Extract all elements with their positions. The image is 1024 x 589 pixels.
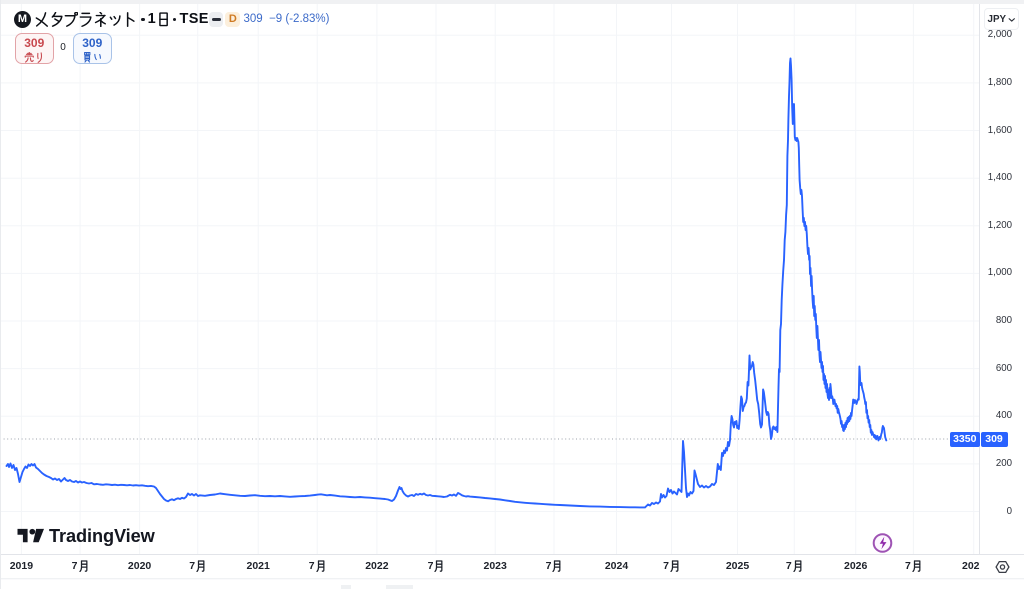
svg-text:TradingView: TradingView [49,526,156,546]
